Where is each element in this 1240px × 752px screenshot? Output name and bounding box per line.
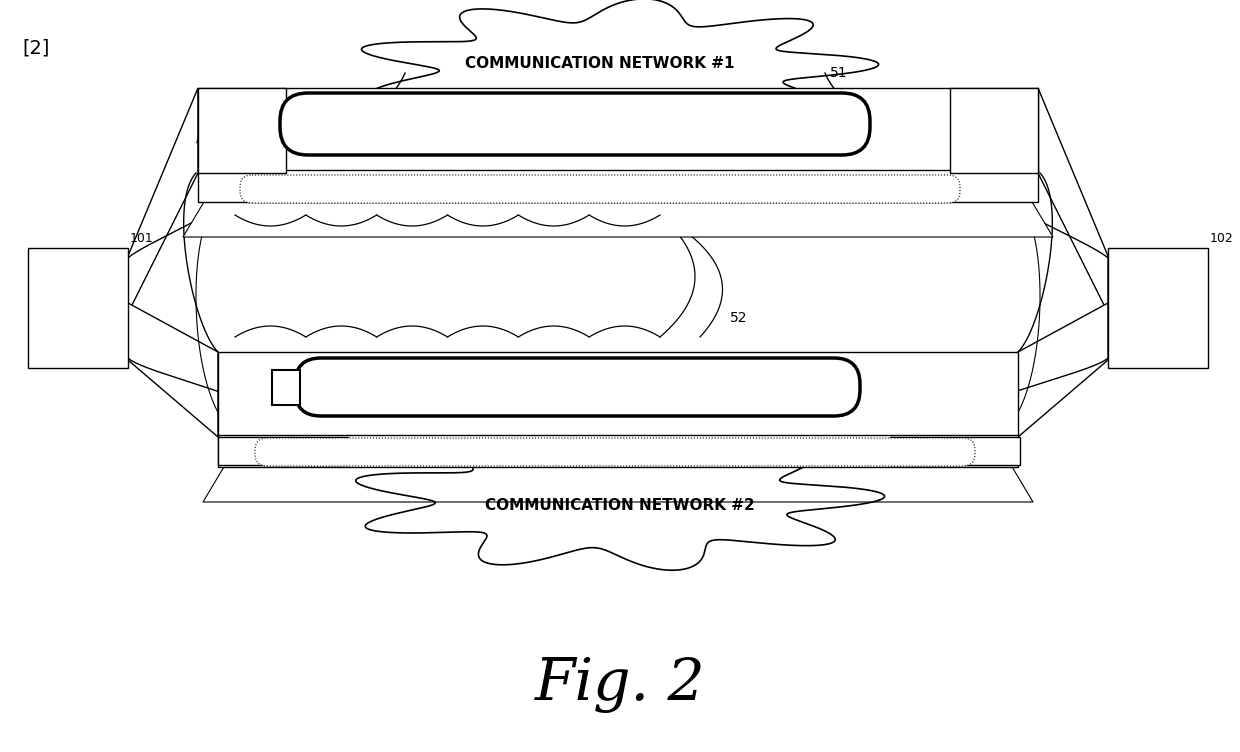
Bar	[29, 248, 128, 368]
Text: ROUTE #2: ROUTE #2	[575, 378, 670, 396]
FancyBboxPatch shape	[255, 438, 975, 466]
FancyBboxPatch shape	[280, 93, 870, 155]
FancyBboxPatch shape	[295, 358, 861, 416]
Bar	[272, 369, 300, 405]
Text: EDGE
APPARATU: EDGE APPARATU	[954, 115, 1035, 146]
Bar	[1109, 248, 1208, 368]
Text: 101: 101	[130, 232, 154, 245]
Polygon shape	[128, 303, 218, 437]
Text: PATH #1: PATH #1	[579, 177, 657, 195]
Polygon shape	[184, 170, 1053, 237]
Text: [2]: [2]	[22, 38, 50, 57]
Text: END
TERMINAL: END TERMINAL	[30, 289, 125, 327]
Bar	[218, 437, 348, 465]
Bar	[198, 88, 286, 173]
Text: 102: 102	[1210, 232, 1234, 245]
Bar	[218, 352, 1018, 437]
Text: 52: 52	[730, 311, 748, 325]
Text: EDGE
APPARATUS: EDGE APPARATUS	[196, 115, 288, 146]
Polygon shape	[203, 435, 1033, 502]
Bar	[890, 437, 1021, 465]
Text: EDGE APPARATUS: EDGE APPARATUS	[899, 446, 1011, 456]
Text: COMMUNICATION NETWORK #1: COMMUNICATION NETWORK #1	[465, 56, 735, 71]
Text: COMMUNICATION NETWORK #2: COMMUNICATION NETWORK #2	[485, 498, 755, 513]
FancyBboxPatch shape	[241, 175, 960, 203]
Text: EDGE APPARATUS: EDGE APPARATUS	[227, 446, 339, 456]
Text: Fig. 2: Fig. 2	[534, 656, 706, 713]
Polygon shape	[128, 88, 198, 313]
Bar	[950, 88, 1038, 173]
Bar	[218, 435, 1018, 467]
Text: ROUTE #1: ROUTE #1	[557, 115, 652, 133]
Bar	[198, 88, 1038, 173]
Polygon shape	[1038, 88, 1109, 313]
Text: 51: 51	[830, 66, 848, 80]
Text: END
TERMINAL: END TERMINAL	[1110, 289, 1205, 327]
Text: PATH #2: PATH #2	[579, 442, 657, 460]
Bar	[198, 170, 1038, 202]
Polygon shape	[1018, 303, 1109, 437]
